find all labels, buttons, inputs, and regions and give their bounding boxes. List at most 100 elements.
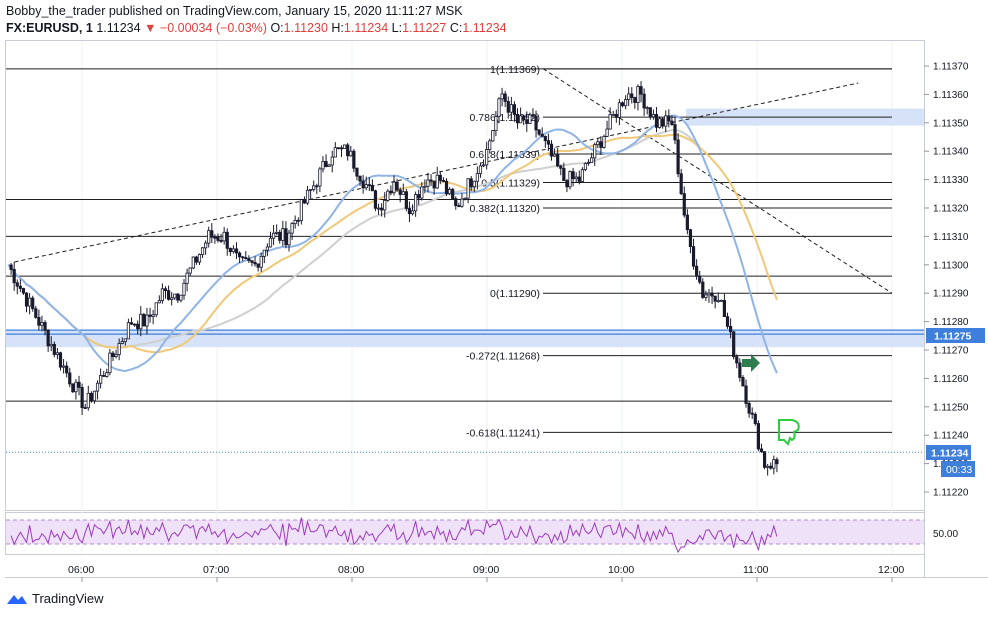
candle-body — [237, 252, 242, 258]
price-tick-label: 1.11330 — [933, 175, 969, 186]
candle-body — [80, 387, 84, 408]
candle-body — [546, 140, 551, 145]
candle-body — [525, 119, 529, 124]
fib-level-label: 0(1.11290) — [490, 288, 540, 300]
candle-body — [481, 164, 486, 167]
candle-body — [762, 451, 767, 468]
symbol-label[interactable]: FX:EURUSD, 1 — [6, 21, 93, 35]
candle-body — [500, 93, 504, 100]
candle-body — [136, 323, 140, 330]
close-label: C: — [449, 21, 463, 35]
candle-body — [392, 181, 396, 194]
candle-body — [586, 162, 591, 164]
candle-body — [373, 190, 378, 209]
candle-body — [472, 180, 476, 188]
candle-body — [614, 114, 618, 118]
candle-body — [95, 382, 100, 392]
candle-body — [722, 300, 727, 318]
candle-body — [423, 185, 427, 188]
chart-header: Bobby_the_trader published on TradingVie… — [6, 3, 507, 37]
candle-body — [503, 93, 507, 102]
candle-body — [352, 150, 356, 169]
candle-body — [386, 190, 390, 201]
candle-body — [278, 231, 282, 241]
candle-body — [68, 372, 72, 385]
candle-body — [139, 313, 143, 330]
candle-body — [664, 115, 668, 127]
time-axis[interactable]: 06:00 07:00 08:00 09:00 10:00 11:00 12:00 — [68, 564, 904, 582]
candle-body — [611, 114, 615, 116]
candle-body — [395, 181, 399, 191]
candle-body — [466, 178, 470, 199]
candle-body — [552, 153, 557, 157]
candle-body — [645, 107, 649, 110]
brand-name: TradingView — [32, 591, 104, 606]
candle-body — [28, 297, 32, 307]
candle-body — [759, 448, 764, 453]
candle-body — [256, 263, 260, 268]
candle-body — [769, 465, 773, 469]
candle-body — [24, 292, 29, 307]
candle-body — [318, 168, 322, 187]
candle-body — [565, 180, 569, 188]
candle-body — [333, 147, 337, 158]
candle-body — [719, 300, 723, 302]
candle-body — [361, 180, 365, 189]
candle-body — [639, 86, 643, 95]
candle-body — [744, 385, 748, 404]
time-tick-label: 12:00 — [878, 564, 904, 576]
close-value: 1.11234 — [462, 21, 507, 35]
candle-body — [512, 104, 517, 115]
candle-body — [414, 194, 418, 212]
candle-body — [404, 191, 408, 209]
candle-body — [281, 228, 285, 241]
candle-body — [358, 175, 362, 182]
candle-body — [574, 176, 578, 180]
candle-body — [469, 178, 473, 188]
candle-body — [287, 232, 291, 246]
candle-body — [725, 316, 730, 327]
tradingview-logo[interactable]: TradingView — [6, 591, 104, 606]
candle-body — [543, 135, 547, 142]
candle-body — [77, 381, 81, 388]
price-tick-label: 1.11290 — [933, 289, 969, 300]
dashed-trendline — [14, 82, 859, 263]
price-axis[interactable]: 1.112201.112301.112401.112501.112601.112… — [924, 62, 969, 499]
ma-blue-line — [7, 114, 778, 374]
candle-body — [290, 223, 294, 234]
fib-level-label: -0.272(1.11268) — [466, 351, 540, 363]
candle-body — [509, 104, 513, 113]
candle-body — [299, 199, 303, 222]
candle-body — [321, 161, 325, 170]
price-tick-label: 1.11240 — [933, 431, 969, 442]
price-tick-label: 1.11340 — [933, 147, 969, 158]
candle-body — [309, 189, 313, 191]
price-tick-label: 1.11270 — [933, 346, 969, 357]
candle-body — [157, 300, 161, 304]
candle-body — [478, 165, 483, 174]
countdown-label: 00:33 — [946, 464, 972, 476]
candle-body — [163, 288, 168, 291]
candle-body — [642, 93, 646, 109]
candle-body — [265, 246, 269, 251]
candle-body — [151, 314, 155, 317]
candle-body — [410, 210, 415, 215]
candle-body — [58, 352, 63, 368]
candle-body — [691, 246, 696, 267]
candle-body — [108, 352, 112, 374]
candle-body — [188, 267, 192, 274]
candle-body — [173, 293, 177, 299]
candle-body — [426, 179, 430, 187]
candle-body — [756, 423, 760, 450]
candle-body — [654, 114, 659, 128]
candle-body — [398, 189, 402, 195]
candle-body — [305, 189, 310, 204]
candle-body — [275, 231, 279, 234]
candle-body — [661, 118, 665, 127]
candle-body — [707, 292, 711, 296]
candle-body — [55, 352, 60, 355]
candle-body — [46, 329, 50, 347]
candle-body — [389, 190, 393, 194]
candle-body — [537, 129, 541, 135]
